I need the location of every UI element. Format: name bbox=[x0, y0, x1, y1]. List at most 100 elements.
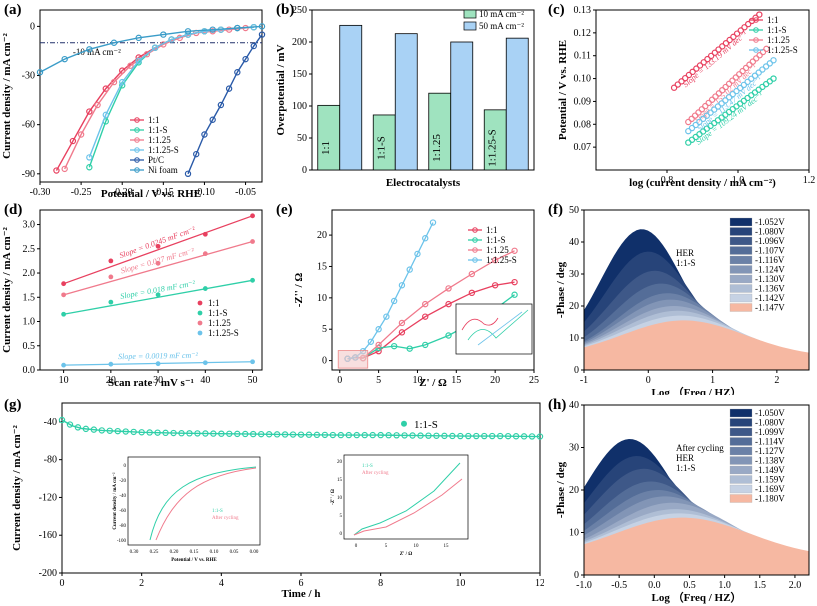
inset-x-title: Potential / V vs. RHE bbox=[171, 558, 217, 563]
data-point bbox=[186, 430, 193, 437]
data-point bbox=[763, 45, 770, 53]
y-axis-title: Current density / mA cm⁻² bbox=[11, 424, 23, 550]
annotation: After cycling bbox=[676, 443, 724, 453]
panel-h: -1.0 -0.5 0.0 0.5 1.0 1.5 2.0 0 10 20 30 40 Log （Fre… bbox=[548, 397, 810, 604]
legend-label: -1.080V bbox=[755, 227, 785, 237]
data-point bbox=[209, 26, 216, 33]
data-point bbox=[770, 57, 777, 64]
x-tick-label: 5 bbox=[376, 375, 381, 386]
panel-label: (f) bbox=[548, 202, 563, 218]
data-point bbox=[86, 46, 93, 53]
panel-label: (d) bbox=[4, 202, 22, 218]
fit-line bbox=[63, 240, 253, 296]
data-point bbox=[257, 430, 265, 438]
legend-swatch bbox=[729, 408, 753, 418]
legend-swatch bbox=[729, 427, 753, 437]
data-point bbox=[753, 55, 760, 62]
data-point bbox=[119, 78, 126, 86]
legend-swatch bbox=[729, 284, 753, 293]
data-point bbox=[170, 429, 177, 437]
data-point bbox=[512, 433, 520, 440]
data-point bbox=[398, 319, 406, 327]
data-point bbox=[154, 429, 161, 436]
legend-swatch bbox=[729, 303, 753, 312]
data-point bbox=[250, 359, 255, 365]
data-point bbox=[250, 42, 257, 50]
y-tick-label: 0.12 bbox=[574, 28, 592, 39]
legend-marker bbox=[472, 237, 478, 243]
legend-label: 1:1-S bbox=[414, 419, 438, 431]
panel-b: 0 50 100 150 200 250 1:1 1:1-S 1:1.25 1:1.25-S Ele… bbox=[275, 2, 535, 189]
legend-marker bbox=[197, 310, 203, 316]
data-point bbox=[715, 46, 722, 53]
x-tick-label: 2 bbox=[139, 578, 144, 589]
legend-label: -1.138V bbox=[755, 456, 785, 466]
data-point bbox=[700, 59, 707, 66]
annotation: 1:1-S bbox=[676, 463, 696, 473]
data-point bbox=[740, 81, 748, 89]
inset-x-tick: 0.10 bbox=[210, 550, 219, 555]
legend-label: -1.107V bbox=[755, 246, 785, 256]
data-point bbox=[698, 106, 706, 113]
data-point bbox=[367, 338, 375, 345]
data-point bbox=[725, 94, 733, 101]
y-axis-title: -Z'' / Ω bbox=[293, 273, 305, 308]
data-point bbox=[98, 427, 106, 434]
legend-marker bbox=[197, 300, 203, 306]
legend-label: 1:1-S bbox=[486, 235, 506, 245]
legend-label: 1:1.25-S bbox=[486, 255, 517, 265]
inset-x-tick: 0.15 bbox=[190, 550, 199, 555]
legend-swatch bbox=[729, 293, 753, 303]
inset-y-tick: -20 bbox=[119, 479, 126, 484]
legend-label: -1.052V bbox=[755, 217, 785, 227]
data-point bbox=[108, 299, 114, 305]
panel-label: (g) bbox=[4, 397, 22, 413]
y-axis-title: Potential / V vs. RHE bbox=[557, 40, 569, 140]
data-point bbox=[401, 432, 408, 439]
data-point bbox=[406, 345, 413, 352]
data-point bbox=[520, 433, 528, 440]
y-tick-label: 2.0 bbox=[23, 268, 36, 279]
x-tick-label: 1.5 bbox=[754, 580, 767, 591]
y-tick-label: 10 bbox=[569, 528, 579, 539]
data-point bbox=[86, 108, 93, 115]
data-point bbox=[725, 80, 733, 88]
x-tick-label: 8 bbox=[378, 578, 383, 589]
y-tick-label: 20 bbox=[569, 485, 579, 496]
series-line bbox=[347, 222, 434, 360]
data-point bbox=[748, 17, 756, 25]
inset-y-tick: 0 bbox=[124, 464, 127, 469]
inset-x-tick: 0.30 bbox=[130, 550, 139, 555]
data-point bbox=[511, 291, 518, 298]
series-line bbox=[39, 25, 263, 73]
y-tick-label: 0 bbox=[574, 570, 579, 581]
x-tick-label: 0.8 bbox=[661, 175, 674, 186]
data-point bbox=[66, 421, 74, 428]
data-point bbox=[249, 430, 257, 438]
data-point bbox=[481, 432, 488, 440]
data-point bbox=[766, 60, 773, 67]
data-point bbox=[511, 278, 518, 286]
inset-x-tick: 10 bbox=[414, 544, 420, 549]
data-point bbox=[108, 274, 114, 280]
inset-y-tick: -80 bbox=[119, 524, 126, 529]
x-tick-label: 0 bbox=[60, 578, 65, 589]
data-point bbox=[313, 431, 321, 439]
data-point bbox=[770, 75, 777, 82]
legend-marker bbox=[753, 47, 759, 53]
data-point bbox=[445, 332, 452, 339]
fit-line bbox=[63, 215, 253, 285]
zoom-box bbox=[337, 350, 369, 369]
panel-label: (b) bbox=[276, 2, 294, 18]
inset-curve bbox=[149, 466, 257, 541]
x-tick-label: -0.30 bbox=[30, 187, 51, 198]
data-point bbox=[678, 78, 685, 85]
legend-swatch bbox=[463, 21, 477, 31]
data-point bbox=[258, 31, 266, 38]
y-tick-label: 30 bbox=[569, 269, 579, 280]
data-point bbox=[751, 72, 759, 79]
bar bbox=[450, 41, 474, 171]
data-point bbox=[61, 292, 67, 298]
data-point bbox=[445, 300, 452, 308]
